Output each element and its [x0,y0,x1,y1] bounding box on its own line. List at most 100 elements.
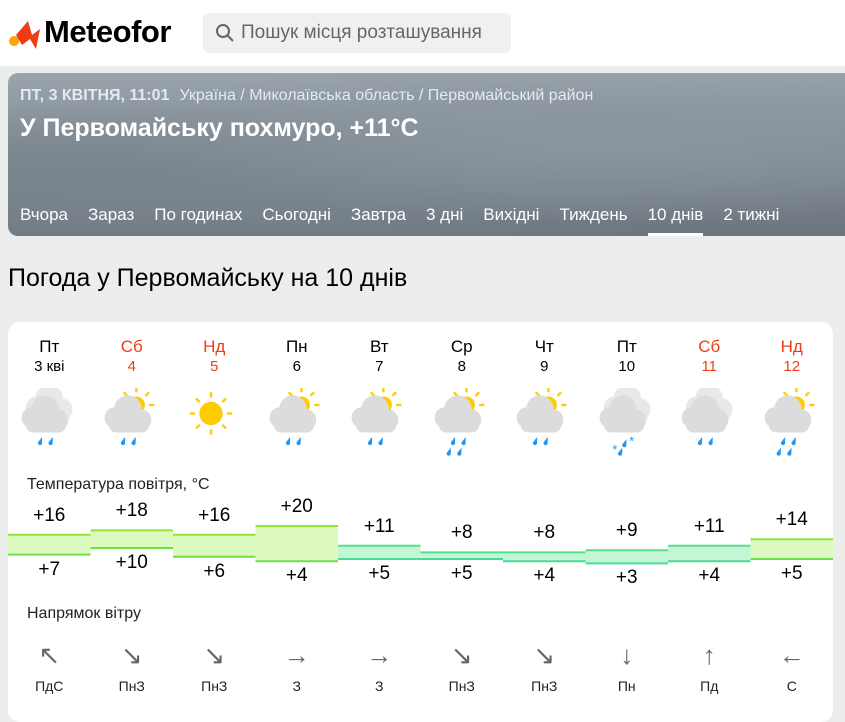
tab-5[interactable]: 3 дні [426,205,464,224]
wind-arrow-icon: ↘ [533,640,556,670]
tab-1[interactable]: Зараз [88,205,135,224]
tab-0[interactable]: Вчора [20,205,68,224]
temperature-range-bar [750,539,833,559]
tab-3[interactable]: Сьогодні [262,205,331,224]
high-temperature: +16 [33,504,66,526]
day-name: Вт [369,337,389,356]
day-date: 4 [127,358,136,375]
search-input[interactable]: Пошук місця розташування [203,13,511,53]
temperature-range-bar [8,534,91,555]
wind-direction: Пн [617,678,636,694]
day-date: 7 [375,358,384,375]
breadcrumb[interactable]: Україна / Миколаївська область / Первома… [179,87,594,104]
sunny-icon [189,392,233,435]
wind-arrow-icon: → [366,640,393,670]
wind-arrow-icon: ← [778,640,805,670]
day-date: 12 [783,358,801,375]
high-temperature: +14 [775,509,808,531]
partly-cloudy-heavy-rain-icon [764,388,814,456]
day-name: Пт [616,337,637,356]
wind-direction: С [786,678,797,694]
wind-direction: З [375,678,384,694]
tab-8[interactable]: 10 днів [647,205,704,236]
current-datetime: ПТ, 3 КВІТНЯ, 11:01 [20,87,170,104]
wind-arrow-icon: ↘ [120,640,143,670]
day-name: Ср [450,337,473,356]
day-date: 6 [292,358,301,375]
wind-direction: ПнЗ [531,678,558,694]
wind-arrow-icon: ↖ [38,640,61,670]
wind-arrow-icon: ↓ [620,640,634,670]
search-placeholder: Пошук місця розташування [241,22,482,43]
low-temperature: +4 [698,565,721,587]
high-temperature: +11 [363,515,395,537]
partly-cloudy-rain-icon [104,388,154,446]
tab-7[interactable]: Тиждень [559,205,628,224]
wind-direction: ПнЗ [118,678,145,694]
day-date: 8 [457,358,466,375]
low-temperature: +4 [533,565,556,587]
partly-cloudy-rain-icon [269,388,319,446]
svg-text:*: * [629,433,634,448]
tab-4[interactable]: Завтра [350,205,406,224]
day-name: Нд [203,337,226,356]
wind-direction: ПнЗ [448,678,475,694]
low-temperature: +10 [115,552,148,573]
wind-arrow-icon: ↑ [702,640,716,670]
low-temperature: +5 [780,563,803,584]
low-temperature: +7 [38,558,61,580]
day-name: Сб [120,337,143,356]
high-temperature: +9 [615,520,638,542]
current-weather-title: У Первомайську похмуро, +11°C [20,114,419,142]
temperature-label: Температура повітря, °C [27,476,210,493]
high-temperature: +8 [533,522,556,544]
day-date: 10 [618,358,636,375]
day-name: Пт [39,337,60,356]
partly-cloudy-rain-icon [516,388,567,446]
wind-label: Напрямок вітру [27,605,141,622]
wind-arrow-icon: ↘ [203,640,226,670]
tab-6[interactable]: Вихідні [483,205,540,224]
day-date: 11 [701,358,718,375]
day-name: Сб [698,337,721,356]
cloudy-rain-icon [21,388,73,446]
low-temperature: +4 [285,565,308,587]
forecast-card: Температура повітря, °C Напрямок вітру П… [8,322,833,722]
high-temperature: +11 [693,515,725,537]
search-icon [216,24,234,42]
low-temperature: +3 [615,567,638,589]
day-name: Нд [780,337,803,356]
svg-text:*: * [612,442,617,457]
logo[interactable]: Meteofor [8,14,171,50]
page-title: Погода у Первомайську на 10 днів [8,264,408,292]
low-temperature: +5 [450,563,473,584]
cloudy-rain-icon [681,388,733,446]
temperature-range-bar [90,530,173,548]
day-date: 9 [540,358,549,375]
logo-text: Meteofor [44,14,171,49]
current-weather-banner: ПТ, 3 КВІТНЯ, 11:01 Україна / Миколаївськ… [8,73,845,236]
temperature-chart [8,525,833,565]
wind-arrow-icon: ↘ [450,640,473,670]
logo-icon [9,21,40,49]
wind-direction: ПнЗ [201,678,228,694]
forecast-tabs: Вчора Зараз По годинах Сьогодні Завтра 3 дні В… [20,205,779,236]
low-temperature: +6 [203,560,226,582]
top-bar: Meteofor Пошук місця розташування [0,0,845,66]
cloudy-rain-snow-icon: ** [599,388,651,457]
temperature-range-bar [585,550,668,564]
wind-arrow-icon: → [283,640,310,670]
low-temperature: +5 [368,563,391,584]
day-name: Чт [534,337,554,356]
high-temperature: +8 [450,522,473,544]
day-date: 5 [210,358,219,375]
high-temperature: +16 [198,504,231,526]
tab-2[interactable]: По годинах [154,205,243,224]
partly-cloudy-rain-icon [351,388,402,446]
high-temperature: +20 [280,496,313,517]
partly-cloudy-heavy-rain-icon [434,388,484,456]
tab-9[interactable]: 2 тижні [723,205,780,224]
temperature-range-bar [668,545,751,562]
temperature-range-bar [503,552,586,562]
temperature-range-bar [255,526,338,562]
